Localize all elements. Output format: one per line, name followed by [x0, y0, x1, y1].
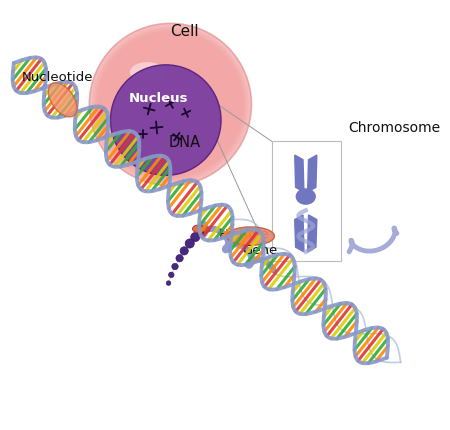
Circle shape [185, 240, 194, 249]
Circle shape [196, 226, 206, 236]
Circle shape [111, 66, 221, 176]
Circle shape [97, 31, 244, 179]
Ellipse shape [193, 226, 203, 233]
Ellipse shape [202, 227, 210, 233]
Circle shape [166, 281, 171, 286]
Polygon shape [295, 156, 304, 193]
Circle shape [93, 28, 248, 183]
Polygon shape [308, 156, 317, 193]
Circle shape [94, 29, 246, 181]
Ellipse shape [48, 83, 77, 118]
Circle shape [98, 32, 243, 178]
Circle shape [95, 30, 246, 181]
Circle shape [169, 273, 174, 278]
Ellipse shape [226, 227, 274, 246]
Text: Cell: Cell [170, 24, 198, 39]
Text: DNA: DNA [168, 135, 200, 150]
Circle shape [97, 32, 244, 178]
Circle shape [94, 29, 247, 182]
Circle shape [96, 31, 245, 179]
Text: Chromosome: Chromosome [348, 121, 440, 135]
Circle shape [172, 264, 178, 270]
Circle shape [96, 31, 245, 180]
Text: Histone: Histone [218, 227, 269, 240]
Circle shape [90, 25, 252, 186]
Circle shape [180, 247, 189, 255]
Circle shape [94, 29, 247, 181]
Circle shape [93, 28, 248, 182]
Text: Nucleus: Nucleus [129, 91, 188, 104]
Ellipse shape [130, 63, 165, 83]
Bar [272, 142, 341, 261]
Polygon shape [308, 215, 317, 252]
Text: Nucleotide: Nucleotide [21, 71, 93, 84]
Polygon shape [295, 215, 304, 252]
Circle shape [176, 255, 183, 262]
Circle shape [191, 233, 200, 242]
Circle shape [95, 30, 245, 180]
Ellipse shape [296, 189, 316, 206]
Text: Gene: Gene [242, 244, 277, 257]
